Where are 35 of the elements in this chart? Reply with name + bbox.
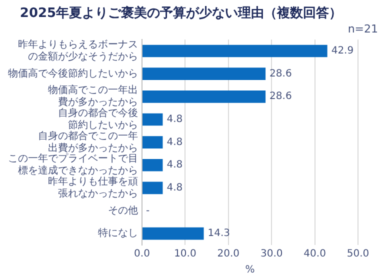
data-label: 28.6 [270, 68, 292, 80]
x-tick-label: 40.0 [304, 248, 326, 260]
x-tick-label: 20.0 [217, 248, 240, 260]
bar [142, 227, 204, 240]
y-tick-label: 自身の都合で今後節約したいから [58, 107, 138, 132]
data-label: 4.8 [166, 182, 183, 194]
data-label: 14.3 [208, 228, 230, 240]
x-axis-title: % [245, 264, 255, 276]
data-label: 42.9 [331, 46, 354, 57]
bar [142, 136, 163, 148]
data-label: 28.6 [270, 91, 292, 102]
x-tick-label: 30.0 [260, 248, 283, 260]
bar [142, 158, 163, 172]
bar [142, 113, 163, 126]
data-label: - [146, 205, 150, 216]
x-tick-label: 0.0 [134, 248, 150, 260]
y-tick-label: 昨年よりもらえるボーナスの金額が少なそうだから [18, 38, 138, 63]
data-label: 4.8 [166, 160, 183, 171]
chart-title: 2025年夏よりご褒美の予算が少ない理由（複数回答） [20, 5, 342, 22]
y-tick-label: 自身の都合でこの一年出費が多かったから [38, 130, 138, 154]
y-tick-label: その他 [108, 204, 138, 216]
bar [142, 44, 328, 58]
y-tick-label: 物価高でこの一年出費が多かったから [48, 84, 138, 108]
data-label: 4.8 [166, 136, 183, 148]
bar [142, 68, 266, 80]
bar [142, 90, 266, 103]
x-tick-label: 50.0 [346, 248, 370, 260]
y-tick-label: 特になし [98, 227, 138, 240]
x-tick-label: 10.0 [174, 248, 196, 260]
text: n=21 [348, 22, 378, 36]
y-tick-label: 昨年よりも仕事を頑張れなかったから [48, 176, 138, 200]
data-label: 4.8 [166, 114, 183, 126]
y-tick-label: この一年でプライベートで目標を達成できなかったから [8, 152, 138, 177]
y-tick-label: 物価高で今後節約したいから [8, 67, 138, 80]
bar [142, 182, 163, 194]
